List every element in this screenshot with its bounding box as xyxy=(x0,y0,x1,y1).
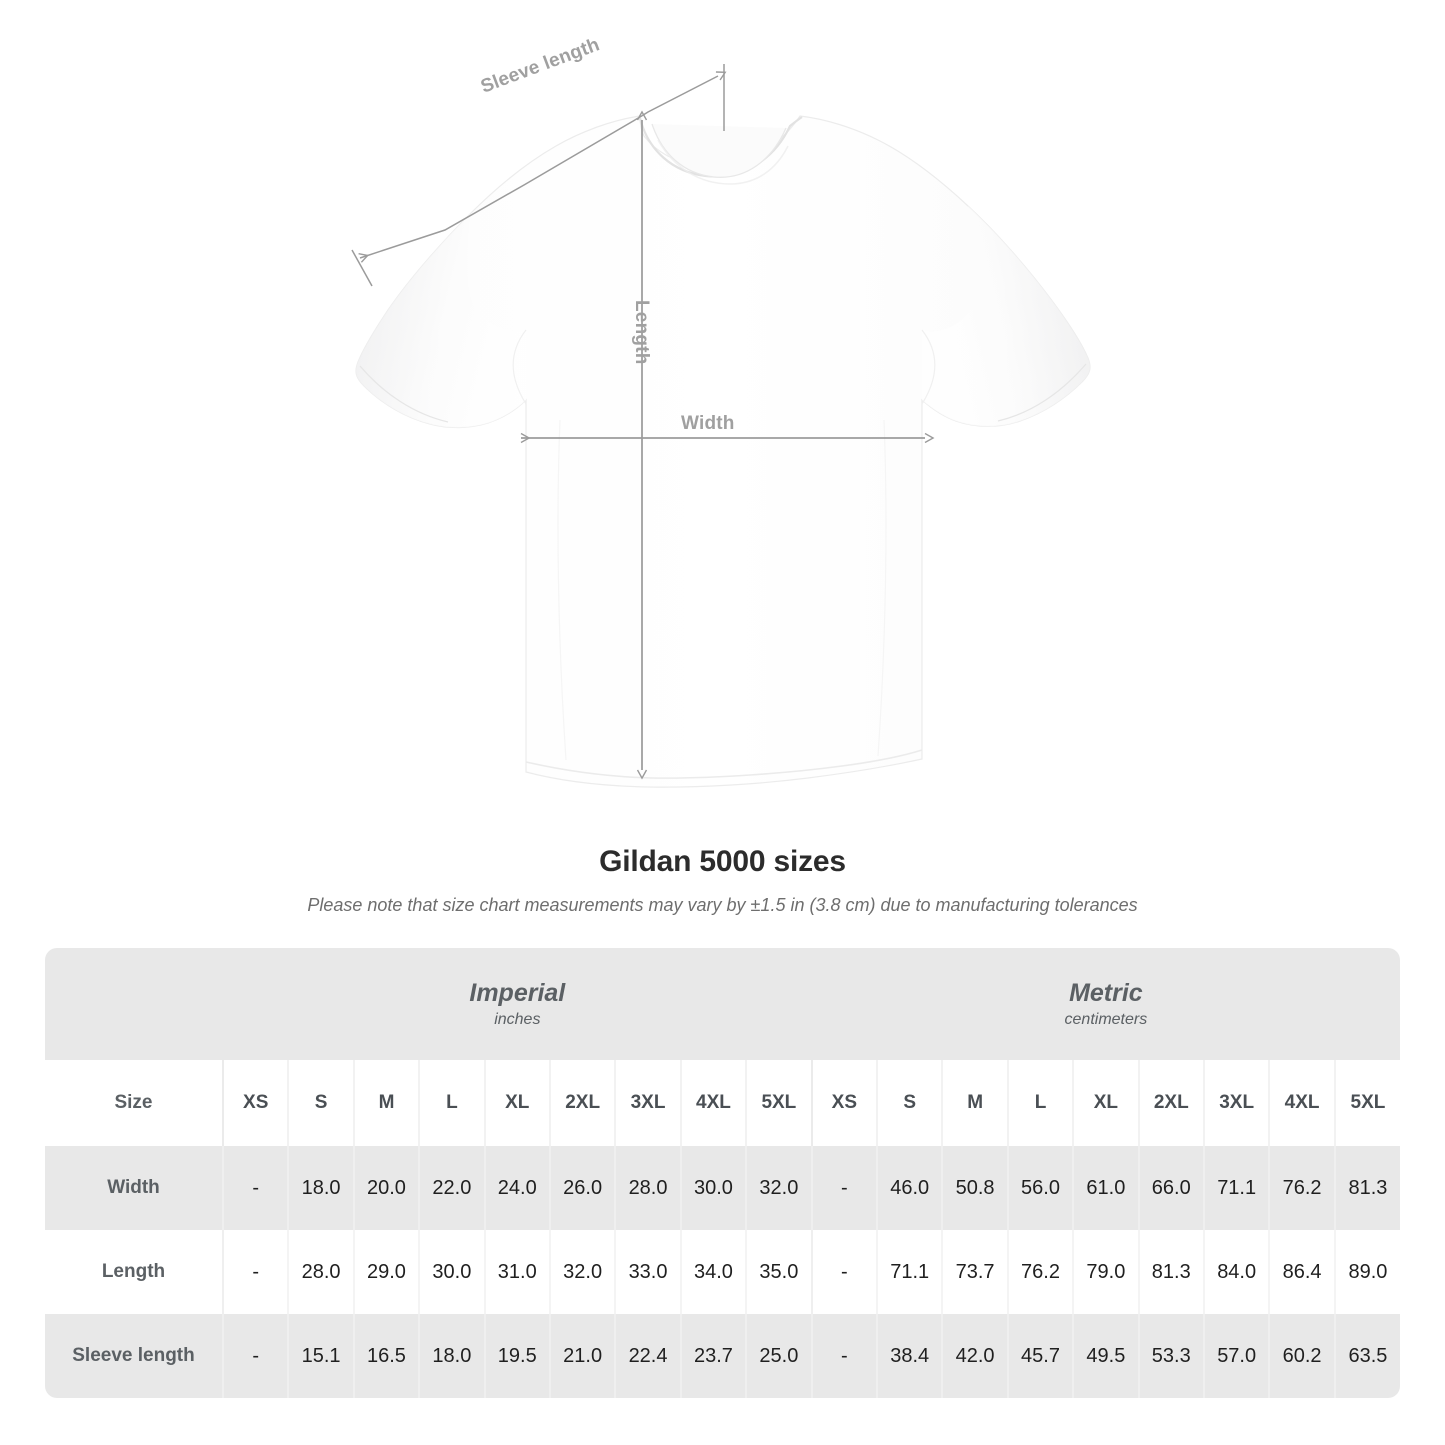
unit-banner-spacer xyxy=(45,948,223,1060)
cell-sleeve-length-metric-m: 42.0 xyxy=(941,1314,1008,1398)
unit-group-name: Imperial xyxy=(469,978,566,1007)
tolerance-note: Please note that size chart measurements… xyxy=(307,895,1138,915)
size-header-metric-4xl: 4XL xyxy=(1268,1060,1335,1146)
cell-width-metric-xs: - xyxy=(810,1146,878,1230)
cell-width-imperial-s: 18.0 xyxy=(287,1146,354,1230)
cell-length-metric-3xl: 84.0 xyxy=(1202,1230,1270,1314)
size-header-imperial-5xl: 5XL xyxy=(745,1060,812,1146)
tshirt-shape xyxy=(355,115,1091,788)
cell-sleeve-length-metric-xs: - xyxy=(810,1314,878,1398)
size-header-imperial-4xl: 4XL xyxy=(679,1060,747,1146)
unit-group-name: Metric xyxy=(1069,978,1143,1007)
size-chart-table: Imperial inches Metric centimeters Size XS S M L… xyxy=(45,948,1400,1398)
size-header-metric-5xl: 5XL xyxy=(1333,1060,1400,1146)
page-title: Gildan 5000 sizes xyxy=(599,845,846,878)
cell-sleeve-length-imperial-xl: 19.5 xyxy=(483,1314,550,1398)
row-label-sleeve-length: Sleeve length xyxy=(45,1314,223,1398)
cell-sleeve-length-imperial-s: 15.1 xyxy=(287,1314,354,1398)
tshirt-diagram: Sleeve length Length Width xyxy=(351,34,1091,788)
cell-sleeve-length-imperial-l: 18.0 xyxy=(418,1314,485,1398)
cell-width-imperial-xl: 24.0 xyxy=(483,1146,550,1230)
cell-sleeve-length-metric-5xl: 63.5 xyxy=(1333,1314,1400,1398)
cell-width-metric-xl: 61.0 xyxy=(1072,1146,1139,1230)
cell-sleeve-length-metric-4xl: 60.2 xyxy=(1268,1314,1335,1398)
unit-group-subtitle: inches xyxy=(494,1011,541,1029)
cell-length-imperial-l: 30.0 xyxy=(418,1230,485,1314)
cell-sleeve-length-imperial-m: 16.5 xyxy=(352,1314,420,1398)
cell-length-imperial-3xl: 33.0 xyxy=(614,1230,681,1314)
cell-length-metric-m: 73.7 xyxy=(941,1230,1008,1314)
cell-sleeve-length-imperial-5xl: 25.0 xyxy=(745,1314,812,1398)
row-label-width: Width xyxy=(45,1146,223,1230)
cell-length-imperial-5xl: 35.0 xyxy=(745,1230,812,1314)
size-header-imperial-3xl: 3XL xyxy=(614,1060,681,1146)
size-header-imperial-2xl: 2XL xyxy=(548,1060,616,1146)
size-header-metric-xl: XL xyxy=(1072,1060,1139,1146)
cell-sleeve-length-imperial-3xl: 22.4 xyxy=(614,1314,681,1398)
cell-width-metric-5xl: 81.3 xyxy=(1333,1146,1400,1230)
cell-width-imperial-l: 22.0 xyxy=(418,1146,485,1230)
cell-length-imperial-m: 29.0 xyxy=(352,1230,420,1314)
cell-length-metric-2xl: 81.3 xyxy=(1137,1230,1204,1314)
cell-width-imperial-5xl: 32.0 xyxy=(745,1146,812,1230)
length-label: Length xyxy=(631,300,652,365)
unit-group-metric: Metric centimeters xyxy=(811,948,1400,1060)
cell-length-metric-4xl: 86.4 xyxy=(1268,1230,1335,1314)
cell-sleeve-length-imperial-xs: - xyxy=(221,1314,289,1398)
cell-sleeve-length-metric-2xl: 53.3 xyxy=(1137,1314,1204,1398)
size-header-imperial-m: M xyxy=(352,1060,420,1146)
cell-width-imperial-4xl: 30.0 xyxy=(679,1146,747,1230)
heading-block: Gildan 5000 sizes Please note that size … xyxy=(0,845,1445,916)
cell-sleeve-length-imperial-4xl: 23.7 xyxy=(679,1314,747,1398)
cell-length-metric-5xl: 89.0 xyxy=(1333,1230,1400,1314)
cell-sleeve-length-metric-l: 45.7 xyxy=(1006,1314,1074,1398)
table-row: Width -18.0 20.0 22.0 24.0 26.0 28.0 30.0 32.0-4… xyxy=(45,1146,1400,1230)
table-row: Sleeve length -15.1 16.5 18.0 19.5 21.0 22.4 23… xyxy=(45,1314,1400,1398)
cell-length-imperial-2xl: 32.0 xyxy=(548,1230,616,1314)
cell-length-metric-xl: 79.0 xyxy=(1072,1230,1139,1314)
cell-width-imperial-3xl: 28.0 xyxy=(614,1146,681,1230)
cell-width-imperial-m: 20.0 xyxy=(352,1146,420,1230)
cell-length-imperial-s: 28.0 xyxy=(287,1230,354,1314)
cell-width-imperial-xs: - xyxy=(221,1146,289,1230)
unit-group-imperial: Imperial inches xyxy=(223,948,812,1060)
cell-sleeve-length-metric-xl: 49.5 xyxy=(1072,1314,1139,1398)
cell-sleeve-length-metric-s: 38.4 xyxy=(876,1314,943,1398)
width-label: Width xyxy=(681,413,735,434)
size-header-metric-l: L xyxy=(1006,1060,1074,1146)
size-header-metric-s: S xyxy=(876,1060,943,1146)
cell-length-imperial-4xl: 34.0 xyxy=(679,1230,747,1314)
size-header-imperial-s: S xyxy=(287,1060,354,1146)
size-header-imperial-l: L xyxy=(418,1060,485,1146)
cell-length-metric-l: 76.2 xyxy=(1006,1230,1074,1314)
size-header-metric-3xl: 3XL xyxy=(1202,1060,1270,1146)
size-header-row: Size XS S M L XL 2XL 3XL 4XL 5XL XS S M L XL 2XL 3XL 4XL 5… xyxy=(45,1060,1400,1146)
cell-width-metric-s: 46.0 xyxy=(876,1146,943,1230)
cell-length-imperial-xl: 31.0 xyxy=(483,1230,550,1314)
cell-sleeve-length-imperial-2xl: 21.0 xyxy=(548,1314,616,1398)
cell-width-imperial-2xl: 26.0 xyxy=(548,1146,616,1230)
cell-width-metric-4xl: 76.2 xyxy=(1268,1146,1335,1230)
cell-sleeve-length-metric-3xl: 57.0 xyxy=(1202,1314,1270,1398)
size-header-metric-xs: XS xyxy=(810,1060,878,1146)
cell-width-metric-m: 50.8 xyxy=(941,1146,1008,1230)
measurement-lines xyxy=(351,64,925,770)
row-label-length: Length xyxy=(45,1230,223,1314)
cell-width-metric-3xl: 71.1 xyxy=(1202,1146,1270,1230)
size-header-imperial-xs: XS xyxy=(221,1060,289,1146)
cell-length-metric-s: 71.1 xyxy=(876,1230,943,1314)
cell-length-metric-xs: - xyxy=(810,1230,878,1314)
size-header-metric-m: M xyxy=(941,1060,1008,1146)
table-row: Length -28.0 29.0 30.0 31.0 32.0 33.0 34.0 35.0-… xyxy=(45,1230,1400,1314)
cell-length-imperial-xs: - xyxy=(221,1230,289,1314)
cell-width-metric-l: 56.0 xyxy=(1006,1146,1074,1230)
cell-width-metric-2xl: 66.0 xyxy=(1137,1146,1204,1230)
sizes-table: Imperial inches Metric centimeters Size XS S M L… xyxy=(45,948,1400,1398)
unit-banner-row: Imperial inches Metric centimeters xyxy=(45,948,1400,1060)
unit-group-subtitle: centimeters xyxy=(1064,1011,1148,1029)
tshirt-illustration xyxy=(351,64,1091,788)
column-header-size: Size xyxy=(45,1060,223,1146)
size-header-imperial-xl: XL xyxy=(483,1060,550,1146)
size-header-metric-2xl: 2XL xyxy=(1137,1060,1204,1146)
